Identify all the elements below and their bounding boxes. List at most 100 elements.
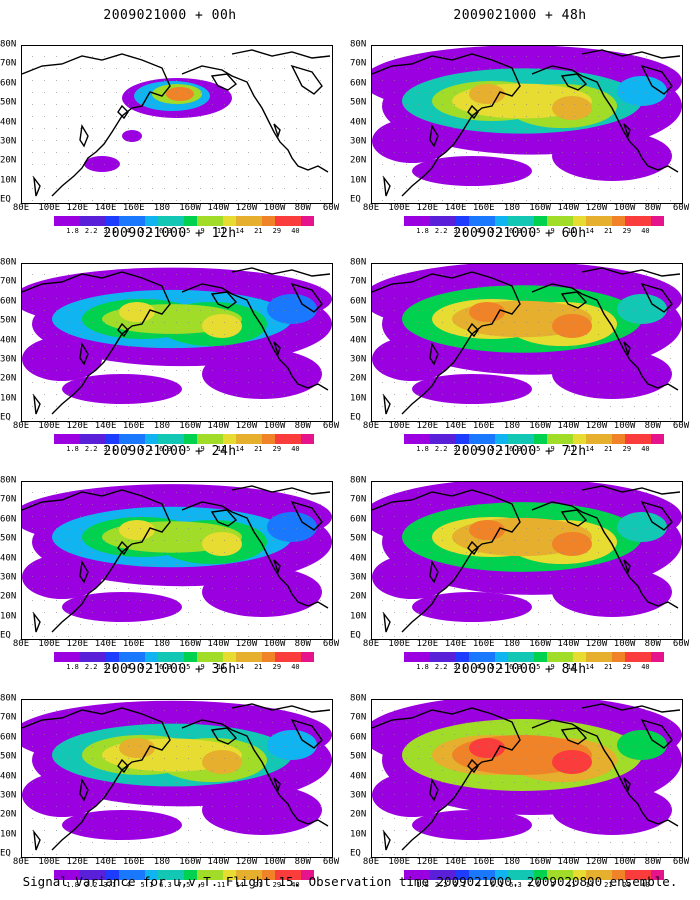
coastline (79, 777, 89, 802)
latitude-label: 50N (350, 315, 367, 326)
grid-dot (502, 504, 503, 505)
colorbar-swatch (171, 216, 184, 226)
grid-dot (670, 104, 671, 105)
grid-dot (490, 370, 491, 371)
grid-dot (442, 758, 443, 759)
coastline (33, 611, 41, 633)
grid-dot (80, 612, 81, 613)
grid-dot (466, 806, 467, 807)
latitude-labels: 80N 70N 60N 50N 40N 30N 20N 10N EQ (0, 476, 22, 640)
grid-dot (320, 504, 321, 505)
grid-dot (442, 576, 443, 577)
grid-dot (610, 564, 611, 565)
grid-dot (236, 854, 237, 855)
grid-dot (116, 334, 117, 335)
grid-dot (634, 528, 635, 529)
variance-contour (202, 532, 242, 556)
grid-dot (550, 624, 551, 625)
grid-dot (502, 80, 503, 81)
grid-dot (140, 746, 141, 747)
grid-dot (586, 406, 587, 407)
grid-dot (140, 504, 141, 505)
colorbar-swatch (404, 216, 417, 226)
grid-dot (152, 286, 153, 287)
grid-dot (164, 128, 165, 129)
grid-dot (224, 722, 225, 723)
grid-dot (514, 636, 515, 637)
grid-dot (418, 564, 419, 565)
grid-dot (128, 68, 129, 69)
grid-dot (670, 68, 671, 69)
grid-dot (634, 794, 635, 795)
grid-dot (128, 842, 129, 843)
grid-dot (574, 140, 575, 141)
grid-dot (670, 176, 671, 177)
grid-dot (128, 116, 129, 117)
grid-dot (646, 406, 647, 407)
longitude-label: 100W (263, 639, 286, 649)
grid-dot (430, 782, 431, 783)
grid-dot (308, 128, 309, 129)
grid-dot (502, 770, 503, 771)
grid-dot (658, 734, 659, 735)
grid-dot (382, 116, 383, 117)
grid-dot (260, 68, 261, 69)
grid-dot (152, 346, 153, 347)
grid-dot (176, 504, 177, 505)
colorbar-label: 40 (291, 663, 300, 671)
colorbar-swatch (106, 652, 119, 662)
grid-dot (308, 818, 309, 819)
colorbar-label: 1.8 (66, 881, 79, 889)
grid-dot (212, 104, 213, 105)
grid-dot (634, 418, 635, 419)
grid-dot (92, 310, 93, 311)
grid-dot (634, 576, 635, 577)
grid-dot (538, 504, 539, 505)
grid-dot (260, 842, 261, 843)
grid-dot (598, 298, 599, 299)
grid-dot (646, 516, 647, 517)
grid-dot (586, 418, 587, 419)
grid-dot (212, 576, 213, 577)
longitude-label: 140E (444, 421, 467, 431)
colorbar-label: 9 (550, 445, 555, 453)
grid-dot (212, 382, 213, 383)
grid-dot (116, 68, 117, 69)
grid-dot (80, 418, 81, 419)
grid-dot (152, 588, 153, 589)
colorbar-swatch (534, 216, 547, 226)
grid-dot (406, 830, 407, 831)
colorbar-swatch (456, 652, 469, 662)
grid-dot (502, 382, 503, 383)
grid-dot (502, 128, 503, 129)
grid-dot (284, 504, 285, 505)
longitude-label: 80E (362, 421, 380, 431)
grid-dot (308, 504, 309, 505)
coastline (79, 123, 89, 148)
grid-dot (80, 68, 81, 69)
variance-contour (122, 130, 142, 142)
grid-dot (128, 758, 129, 759)
grid-dot (670, 806, 671, 807)
colorbar-swatch (301, 434, 314, 444)
grid-dot (466, 612, 467, 613)
map-panel: 2009021000 + 60h 80N 70N 60N 50N 40N 30N 20N 10N… (350, 226, 690, 453)
grid-dot (284, 358, 285, 359)
grid-dot (442, 842, 443, 843)
grid-dot (272, 830, 273, 831)
colorbar-swatch (288, 434, 301, 444)
grid-dot (44, 68, 45, 69)
grid-dot (526, 406, 527, 407)
grid-dot (176, 406, 177, 407)
grid-dot (442, 104, 443, 105)
grid-dot (418, 200, 419, 201)
grid-dot (320, 104, 321, 105)
grid-dot (128, 588, 129, 589)
grid-dot (646, 564, 647, 565)
grid-dot (104, 382, 105, 383)
grid-dot (176, 334, 177, 335)
grid-dot (284, 830, 285, 831)
grid-dot (562, 370, 563, 371)
grid-dot (562, 128, 563, 129)
map-canvas (372, 700, 682, 855)
